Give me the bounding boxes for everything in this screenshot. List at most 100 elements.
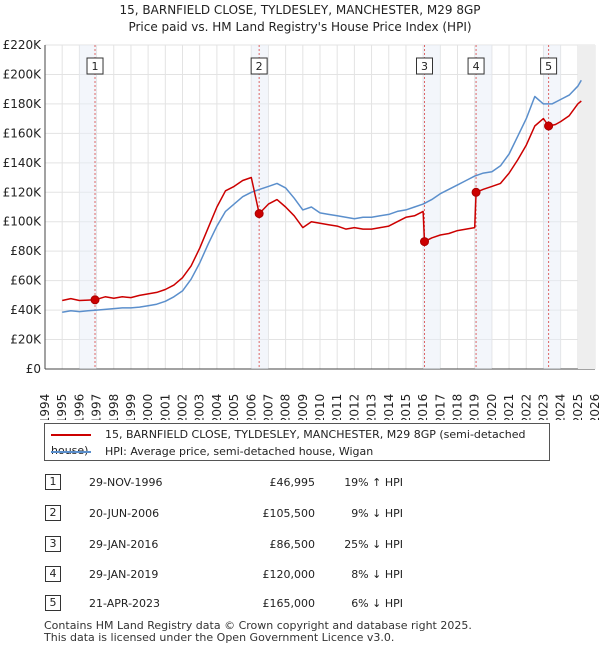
chart-subtitle: Price paid vs. HM Land Registry's House … xyxy=(128,20,471,34)
transaction-marker xyxy=(420,237,429,247)
transaction-box xyxy=(250,57,268,75)
transaction-date: 29-NOV-1996 xyxy=(89,476,163,489)
legend: 15, BARNFIELD CLOSE, TYLDESLEY, MANCHEST… xyxy=(44,423,550,461)
x-tick-label: 2019 xyxy=(468,394,482,420)
x-tick-label: 2011 xyxy=(330,394,344,420)
legend-label-property: 15, BARNFIELD CLOSE, TYLDESLEY, MANCHEST… xyxy=(51,428,526,457)
year-highlight xyxy=(79,45,97,369)
price-chart: 15, BARNFIELD CLOSE, TYLDESLEY, MANCHEST… xyxy=(3,3,600,420)
transaction-box xyxy=(416,57,433,75)
transaction-date: 21-APR-2023 xyxy=(89,597,161,610)
year-highlight xyxy=(251,45,269,369)
x-tick-label: 2013 xyxy=(365,394,379,420)
x-tick-label: 1999 xyxy=(124,394,138,420)
y-tick-label: £80K xyxy=(10,244,42,258)
series-lines xyxy=(62,79,582,314)
x-tick-label: 2000 xyxy=(141,394,155,420)
x-tick-label: 2015 xyxy=(399,394,413,420)
x-tick-label: 2009 xyxy=(296,394,310,420)
transaction-number: 1 xyxy=(45,474,61,490)
x-tick-label: 2026 xyxy=(588,394,600,420)
x-tick-label: 1998 xyxy=(107,394,121,420)
y-tick-label: £100K xyxy=(3,215,43,229)
y-tick-label: £220K xyxy=(3,38,43,52)
footer: Contains HM Land Registry data © Crown c… xyxy=(44,620,472,644)
x-tick-label: 2003 xyxy=(193,394,207,420)
x-tick-label: 1995 xyxy=(55,394,69,420)
footer-licence: This data is licensed under the Open Gov… xyxy=(44,631,395,644)
transaction-price: £120,000 xyxy=(262,568,316,581)
transaction-box-label: 2 xyxy=(256,60,263,73)
x-tick-label: 2012 xyxy=(347,394,361,420)
series-line-property xyxy=(62,100,582,302)
legend-item-property: 15, BARNFIELD CLOSE, TYLDESLEY, MANCHEST… xyxy=(51,427,549,457)
x-tick-label: 2001 xyxy=(158,394,172,420)
transaction-box-label: 4 xyxy=(473,60,480,73)
transaction-box xyxy=(86,57,104,75)
year-highlight xyxy=(543,45,561,369)
y-tick-label: £160K xyxy=(3,126,43,140)
transaction-number: 5 xyxy=(45,595,61,611)
table-row: 5 21-APR-2023 £165,000 6% ↓ HPI xyxy=(45,594,565,614)
transaction-date: 29-JAN-2019 xyxy=(89,568,159,581)
transaction-box-label: 3 xyxy=(421,60,428,73)
transaction-number: 3 xyxy=(45,536,61,552)
chart-title: 15, BARNFIELD CLOSE, TYLDESLEY, MANCHEST… xyxy=(120,3,481,17)
transaction-hpi: 6% ↓ HPI xyxy=(351,597,403,610)
y-axis-ticks: £0 £20K £40K £60K £80K £100K £120K £140K £160K £1… xyxy=(3,38,43,376)
transaction-box xyxy=(467,57,485,75)
legend-swatch-hpi xyxy=(51,451,91,453)
x-tick-label: 1994 xyxy=(38,394,52,420)
transaction-date: 29-JAN-2016 xyxy=(89,538,159,551)
transaction-price: £46,995 xyxy=(269,476,316,489)
x-tick-label: 1996 xyxy=(72,394,86,420)
footer-copyright: Contains HM Land Registry data © Crown c… xyxy=(44,619,472,632)
x-tick-label: 2007 xyxy=(261,394,275,420)
transaction-hpi: 25% ↓ HPI xyxy=(344,538,403,551)
legend-item-hpi: HPI: Average price, semi-detached house,… xyxy=(51,444,373,460)
year-highlight xyxy=(423,45,441,369)
y-tick-label: £120K xyxy=(3,185,43,199)
x-axis-ticks: 1994 1995 1996 1997 1998 1999 2000 2001 2002 2003… xyxy=(38,394,600,420)
transaction-box xyxy=(540,57,558,75)
legend-swatch-property xyxy=(51,434,91,436)
x-tick-label: 2022 xyxy=(519,394,533,420)
y-tick-label: £180K xyxy=(3,97,43,111)
table-row: 1 29-NOV-1996 £46,995 19% ↑ HPI xyxy=(45,473,565,493)
x-tick-label: 2021 xyxy=(502,394,516,420)
transaction-box-label: 5 xyxy=(545,60,552,73)
x-tick-label: 2006 xyxy=(244,394,258,420)
transaction-hpi: 8% ↓ HPI xyxy=(351,568,403,581)
x-tick-label: 2025 xyxy=(571,394,585,420)
transaction-markers xyxy=(90,121,554,305)
transaction-hpi: 19% ↑ HPI xyxy=(344,476,403,489)
y-tick-label: £20K xyxy=(10,333,42,347)
transaction-hpi: 9% ↓ HPI xyxy=(351,507,403,520)
x-tick-label: 2018 xyxy=(451,394,465,420)
transaction-price: £86,500 xyxy=(269,538,316,551)
x-tick-label: 2016 xyxy=(416,394,430,420)
x-tick-label: 2017 xyxy=(433,394,447,420)
y-tick-label: £40K xyxy=(10,303,42,317)
transaction-labels: 1 2 3 4 5 xyxy=(86,57,558,75)
transaction-marker xyxy=(90,295,100,305)
table-row: 2 20-JUN-2006 £105,500 9% ↓ HPI xyxy=(45,504,565,524)
transaction-number: 2 xyxy=(45,505,61,521)
year-shading xyxy=(79,45,595,369)
transaction-marker xyxy=(544,121,554,131)
x-tick-label: 2008 xyxy=(279,394,293,420)
transaction-marker xyxy=(471,187,481,197)
y-tick-label: £140K xyxy=(3,156,43,170)
legend-label-hpi: HPI: Average price, semi-detached house,… xyxy=(105,445,374,458)
transaction-price: £165,000 xyxy=(262,597,316,610)
y-tick-label: £60K xyxy=(10,274,42,288)
y-tick-label: £0 xyxy=(26,362,41,376)
x-tick-label: 2005 xyxy=(227,394,241,420)
y-tick-label: £200K xyxy=(3,67,43,81)
x-tick-label: 2023 xyxy=(536,394,550,420)
x-tick-label: 1997 xyxy=(90,394,104,420)
transaction-date: 20-JUN-2006 xyxy=(89,507,160,520)
table-row: 3 29-JAN-2016 £86,500 25% ↓ HPI xyxy=(45,535,565,555)
x-tick-label: 2014 xyxy=(382,394,396,420)
x-tick-label: 2020 xyxy=(485,394,499,420)
